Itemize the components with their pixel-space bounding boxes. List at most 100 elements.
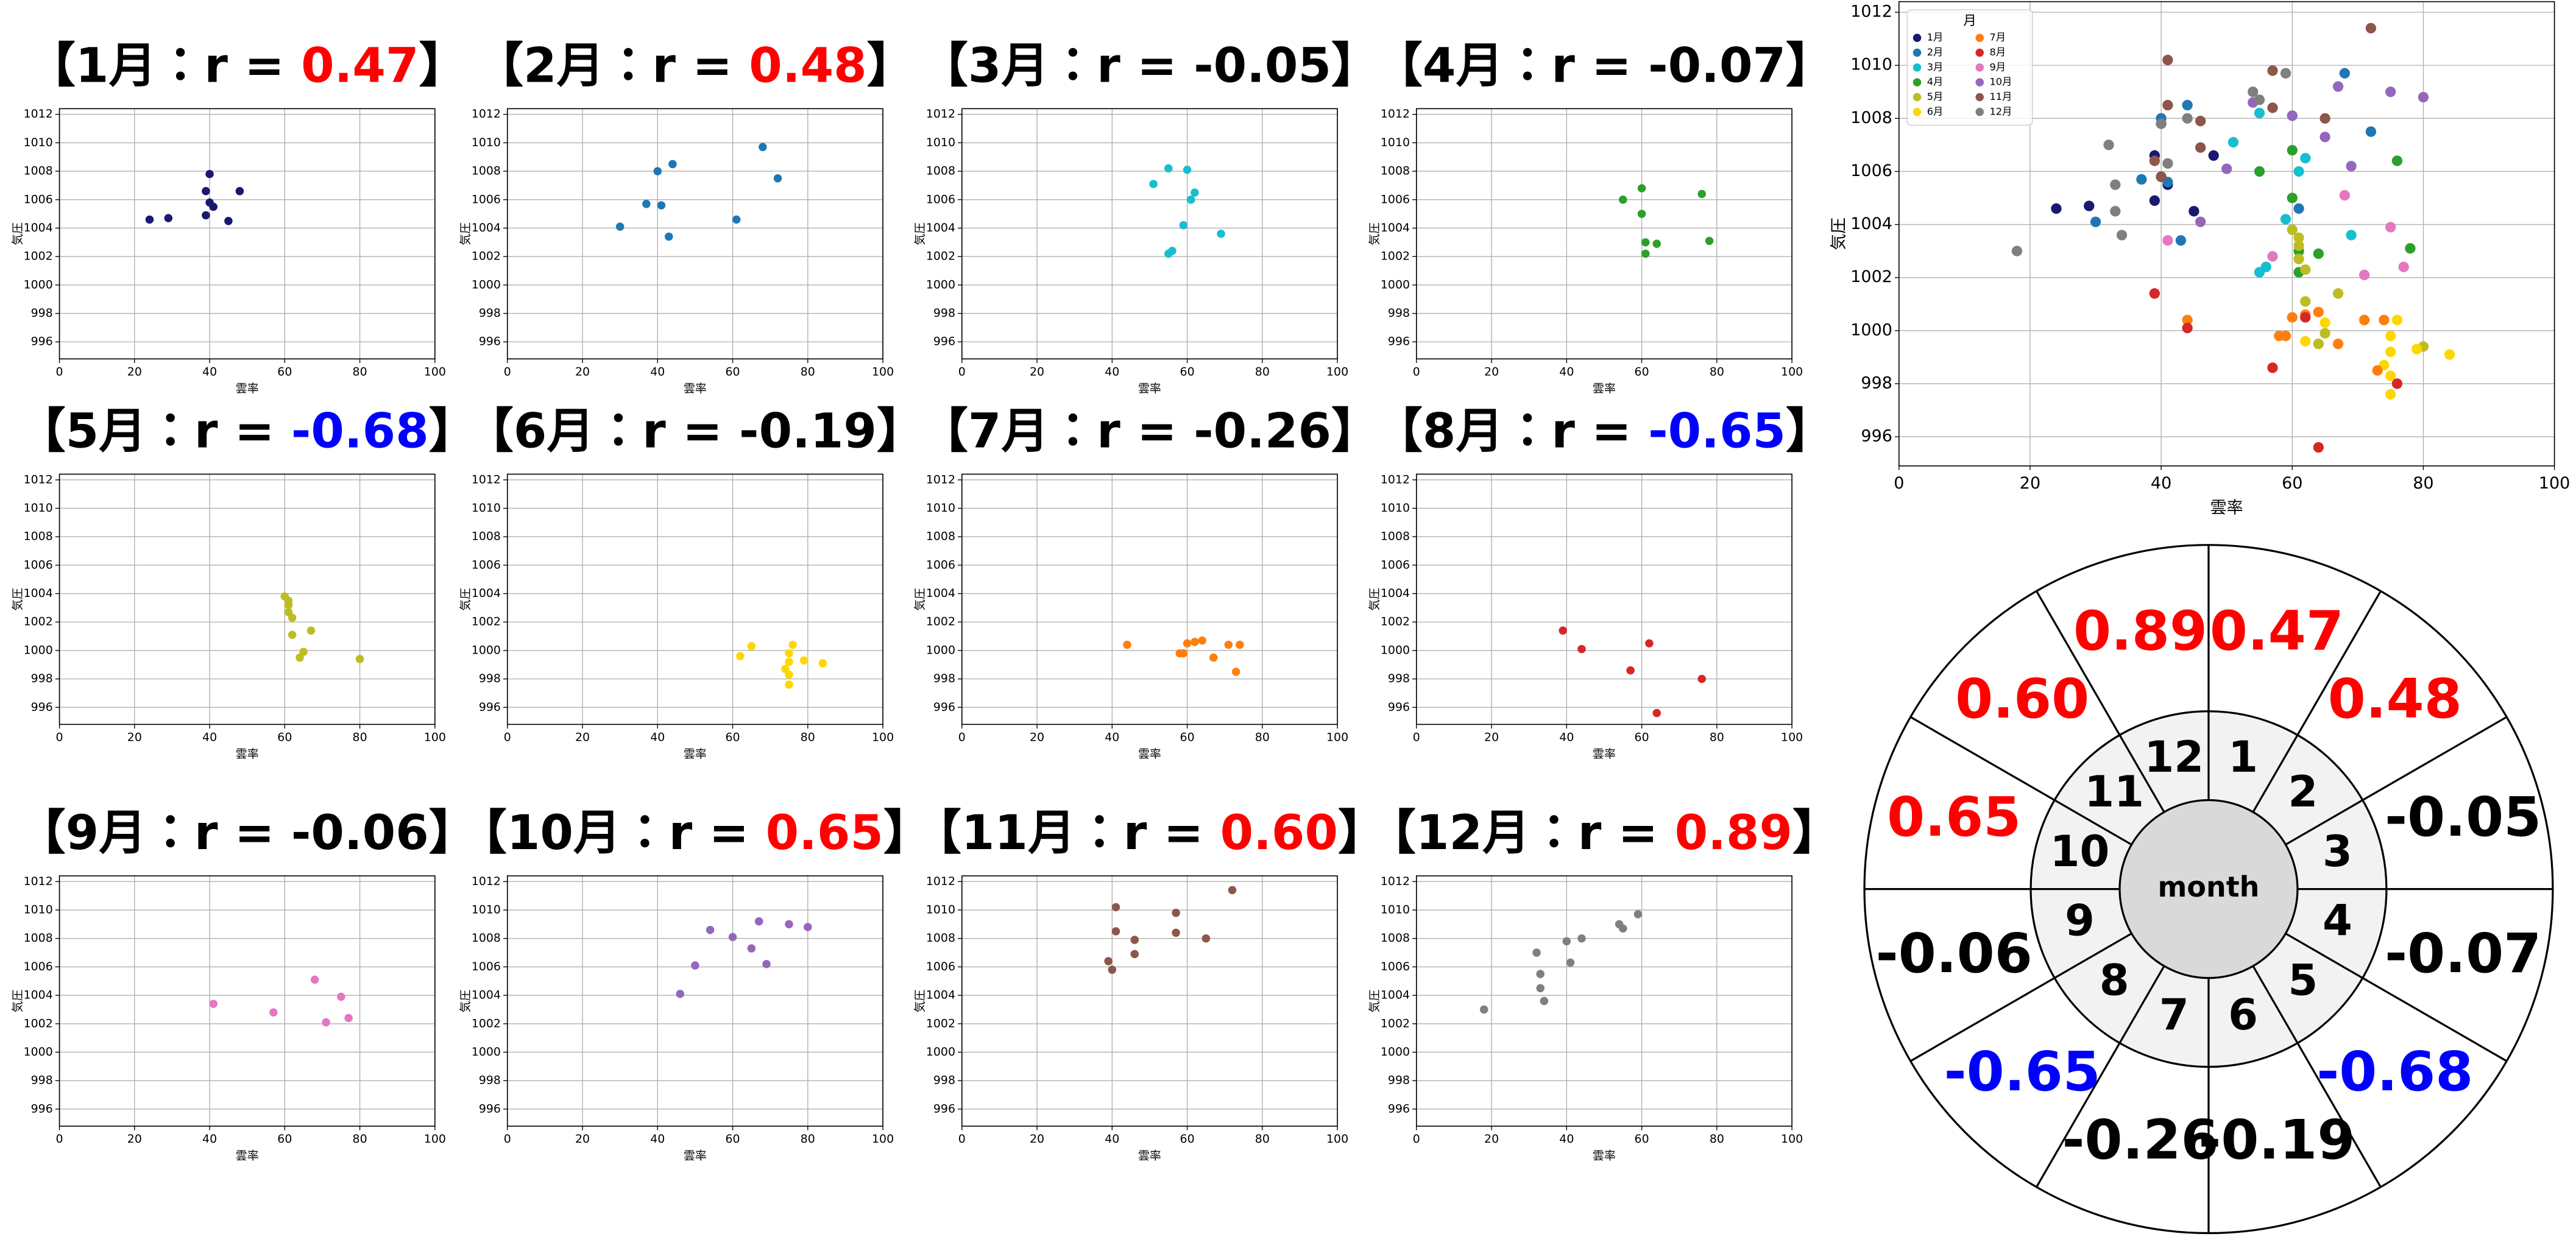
- data-point: [2149, 155, 2160, 166]
- x-tick-label: 80: [2413, 474, 2433, 493]
- data-point: [295, 653, 304, 662]
- x-tick-label: 0: [958, 1132, 966, 1146]
- y-tick-label: 1012: [472, 107, 501, 121]
- y-tick-label: 1010: [1381, 136, 1410, 149]
- correlation-value: 0.47: [2210, 599, 2344, 663]
- plot-frame: [506, 108, 883, 360]
- x-tick-label: 80: [801, 1132, 815, 1146]
- month-number: 10: [2050, 827, 2110, 876]
- x-axis-label: 雲率: [684, 382, 707, 395]
- x-tick-label: 60: [1635, 365, 1649, 378]
- chart: 0 20 40 60 80 100 996 998 1000 1002 1004 1006 1008 10…: [11, 806, 476, 1163]
- data-point: [1183, 166, 1192, 174]
- x-axis-label: 雲率: [1593, 747, 1616, 761]
- plot-area: [507, 108, 883, 359]
- data-point: [2149, 288, 2160, 299]
- title-part: 【1月：r =: [28, 38, 302, 94]
- title-part: 】: [1786, 404, 1833, 459]
- data-point: [2287, 192, 2298, 203]
- y-tick-label: 998: [1861, 373, 1892, 392]
- data-point: [2267, 102, 2278, 113]
- y-tick-label: 996: [1388, 335, 1410, 348]
- title-part: -0.19: [739, 404, 877, 459]
- data-point: [1540, 996, 1549, 1006]
- plot-frame: [961, 473, 1338, 725]
- x-tick-label: 20: [1030, 730, 1044, 744]
- x-tick-label: 100: [2539, 474, 2571, 493]
- chart-title: 【9月：r = -0.06】: [18, 806, 476, 861]
- data-point: [2280, 68, 2291, 79]
- y-tick-label: 1002: [926, 615, 955, 629]
- data-point: [2175, 235, 2187, 246]
- y-tick-label: 1010: [24, 903, 53, 917]
- title-part: 】: [877, 404, 924, 459]
- x-tick-label: 80: [353, 730, 367, 744]
- data-point: [2313, 338, 2324, 350]
- y-tick-label: 1004: [472, 221, 501, 235]
- data-point: [2405, 243, 2416, 254]
- x-tick-label: 40: [202, 365, 217, 378]
- y-tick-label: 1002: [24, 250, 53, 263]
- y-tick-label: 998: [1388, 306, 1410, 320]
- data-point: [1645, 639, 1654, 648]
- title-part: 【6月：r =: [465, 404, 739, 459]
- data-point: [2319, 113, 2330, 124]
- data-point: [1619, 924, 1627, 933]
- title-part: 【7月：r =: [921, 404, 1194, 459]
- y-tick-label: 1010: [926, 501, 955, 515]
- data-point: [2260, 261, 2271, 272]
- chart: 0 20 40 60 80 100 996 998 1000 1002 1004 1006 1008 10…: [1368, 404, 1833, 761]
- data-point: [2254, 107, 2265, 119]
- data-point: [2248, 86, 2259, 97]
- data-point: [1209, 653, 1218, 662]
- data-point: [2110, 206, 2121, 217]
- data-point: [785, 670, 793, 679]
- correlation-value: -0.05: [2385, 786, 2541, 849]
- y-tick-label: 996: [1388, 700, 1410, 714]
- y-tick-label: 1004: [472, 989, 501, 1002]
- y-tick-label: 1010: [472, 903, 501, 917]
- title-part: 0.65: [766, 806, 883, 861]
- data-point: [804, 923, 812, 931]
- correlation-value: 0.89: [2073, 599, 2207, 663]
- correlation-value: 0.65: [1887, 786, 2021, 849]
- y-tick-label: 1006: [24, 192, 53, 206]
- y-tick-label: 1010: [24, 136, 53, 149]
- y-tick-label: 1010: [472, 136, 501, 149]
- x-tick-label: 100: [424, 365, 446, 378]
- x-tick-label: 80: [801, 365, 815, 378]
- y-tick-label: 1006: [24, 558, 53, 571]
- y-tick-label: 1006: [1381, 192, 1410, 206]
- data-point: [145, 215, 154, 224]
- x-tick-label: 40: [650, 365, 665, 378]
- correlation-value: -0.06: [1876, 922, 2033, 986]
- title-part: -0.05: [1194, 38, 1331, 94]
- data-point: [2182, 99, 2193, 111]
- data-point: [1123, 640, 1131, 649]
- y-tick-label: 1010: [472, 501, 501, 515]
- data-point: [1577, 644, 1586, 654]
- title-part: 0.47: [301, 38, 419, 94]
- legend-label: 3月: [1927, 61, 1944, 72]
- y-tick-label: 996: [1861, 427, 1892, 446]
- data-point: [2313, 306, 2324, 317]
- y-tick-label: 1000: [926, 278, 955, 291]
- data-point: [306, 626, 316, 635]
- month-number: 5: [2288, 955, 2318, 1005]
- x-tick-label: 20: [575, 730, 590, 744]
- title-part: 】: [1338, 806, 1385, 861]
- data-point: [1566, 958, 1575, 967]
- data-point: [2136, 174, 2147, 185]
- y-tick-label: 1008: [926, 530, 955, 543]
- data-point: [2293, 203, 2304, 214]
- data-point: [1130, 950, 1139, 959]
- y-tick-label: 1012: [926, 473, 955, 486]
- data-point: [1201, 934, 1211, 943]
- y-tick-label: 1008: [24, 164, 53, 178]
- data-point: [1168, 247, 1177, 255]
- y-tick-label: 1008: [1381, 164, 1410, 178]
- data-point: [2162, 158, 2173, 169]
- y-tick-label: 1006: [472, 558, 501, 571]
- y-tick-label: 1004: [472, 587, 501, 600]
